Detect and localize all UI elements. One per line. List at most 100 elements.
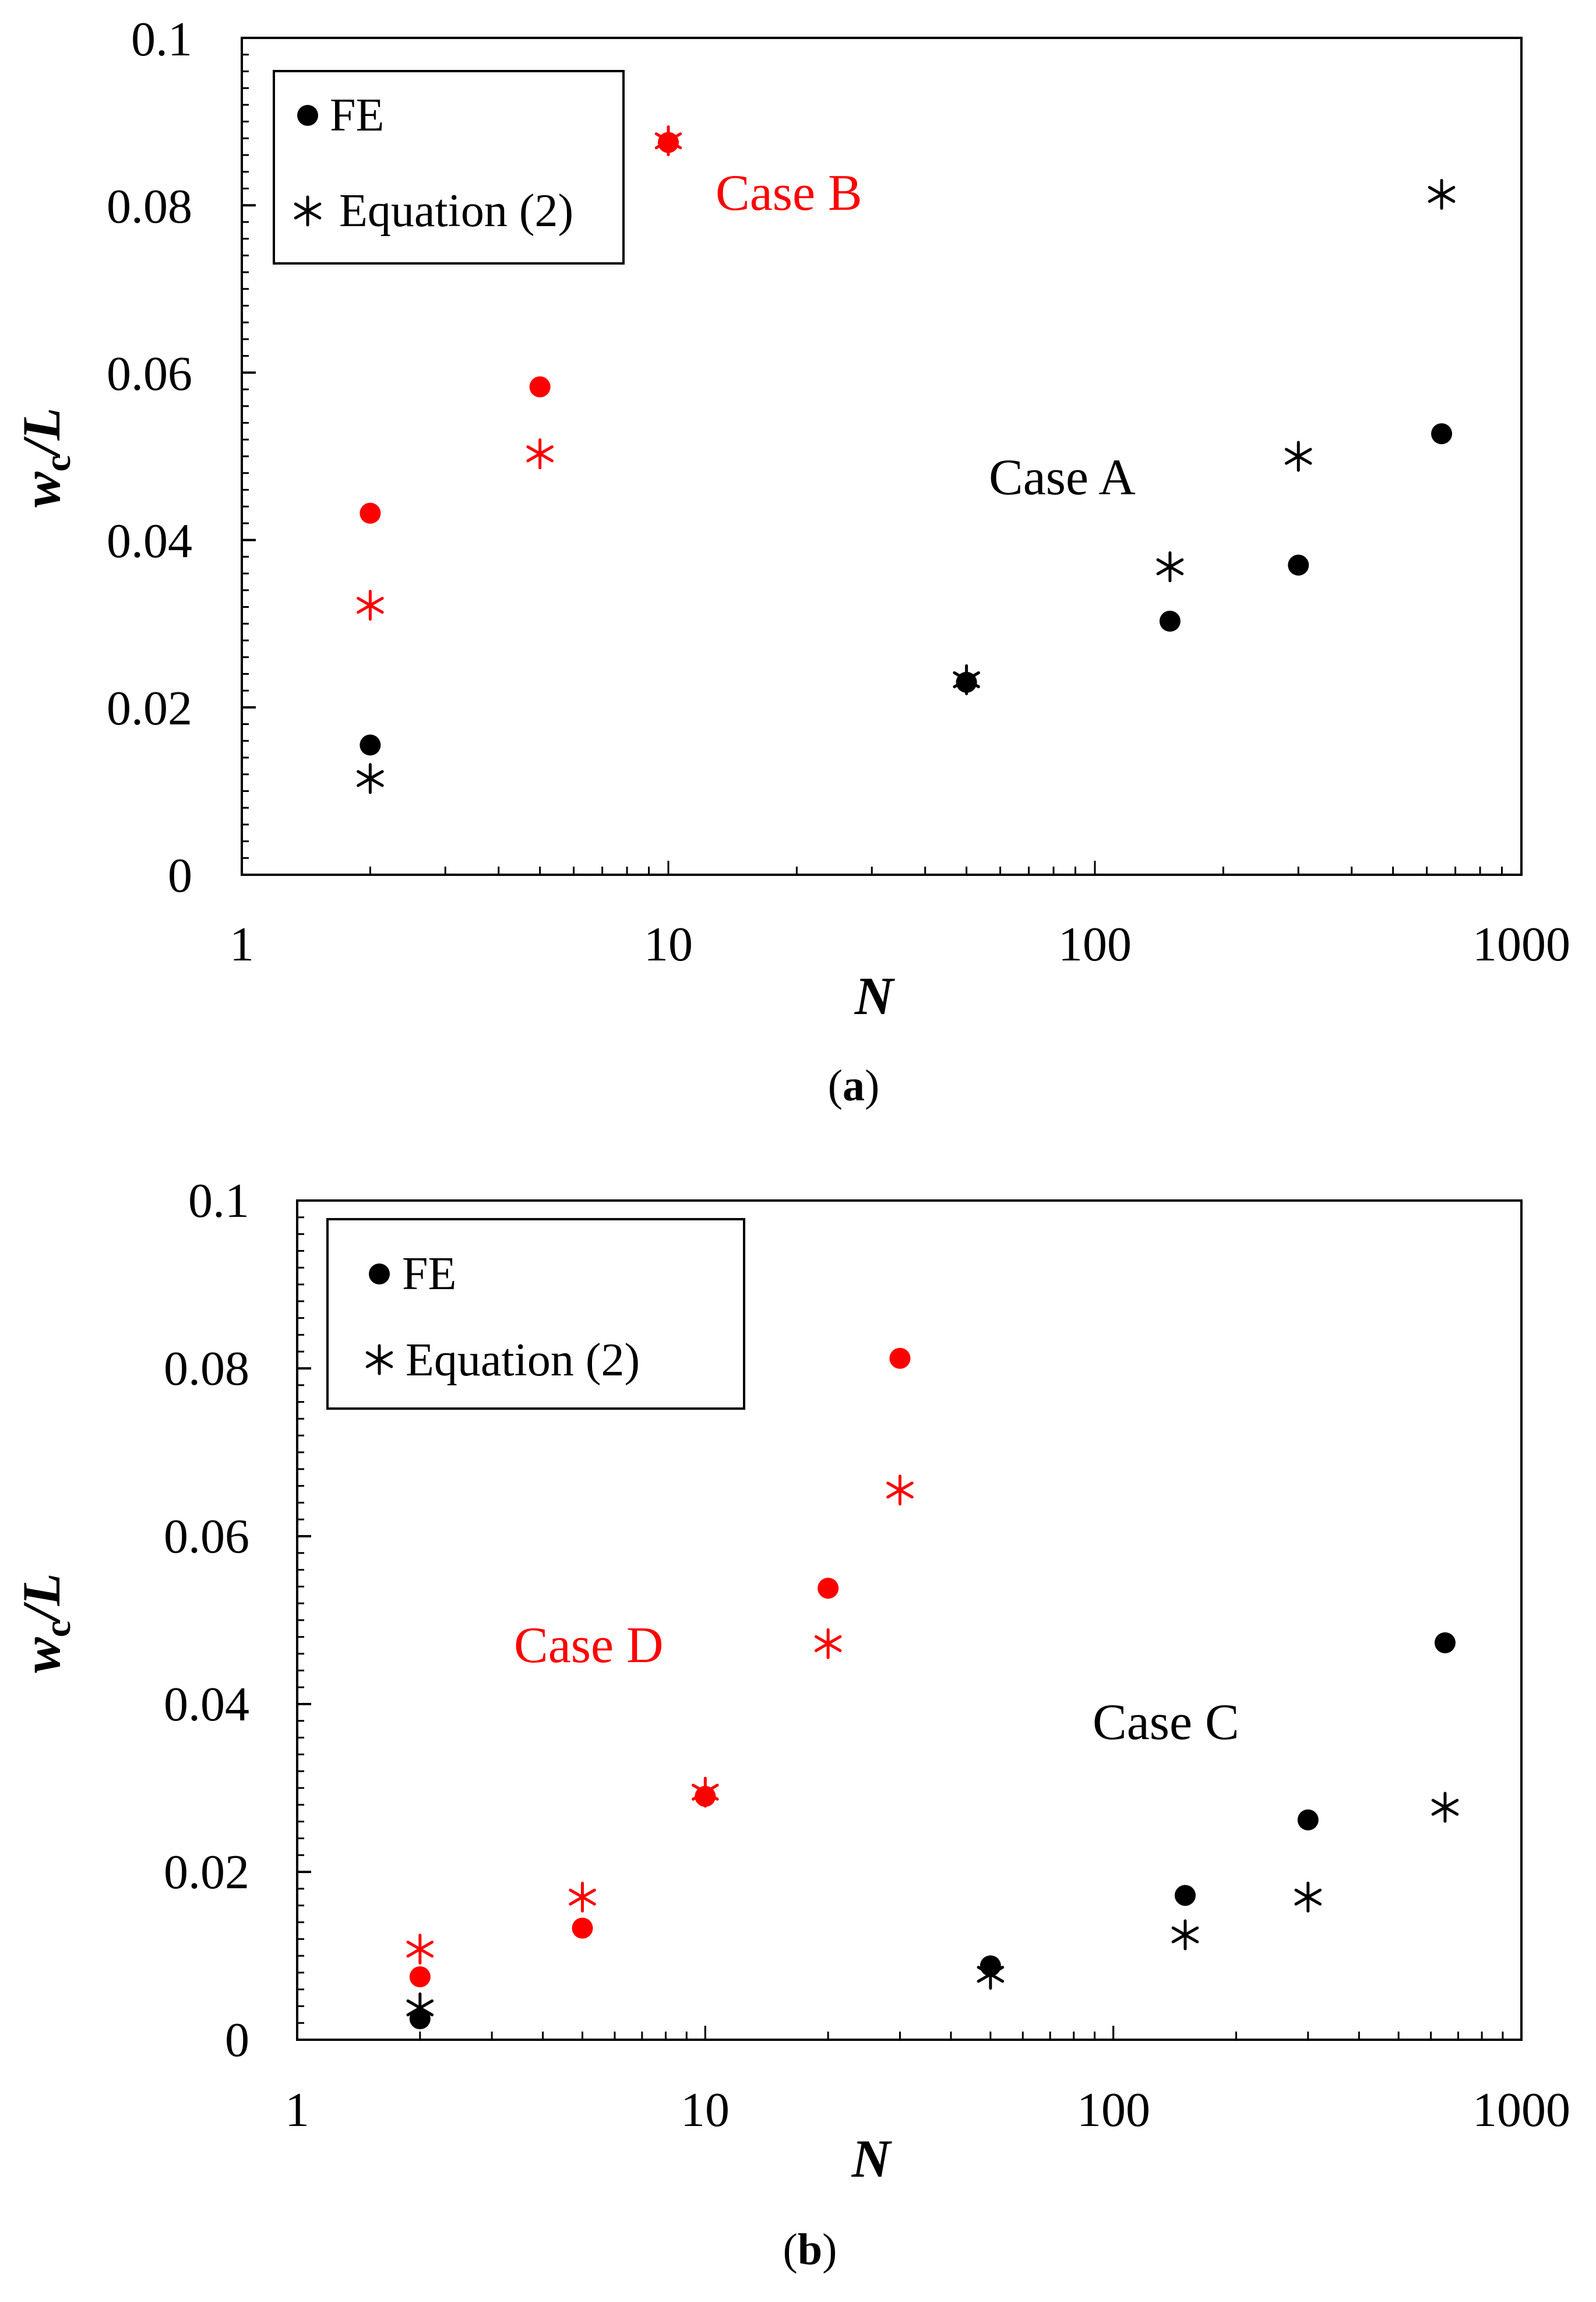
data-point-equation — [953, 664, 980, 695]
legend-label-fe-a: FE — [330, 90, 384, 141]
data-point-equation — [526, 438, 554, 470]
legend-label-equation-b: Equation (2) — [406, 1335, 640, 1386]
asterisk-strokes — [814, 1628, 842, 1659]
y-major-ticks-a — [242, 37, 256, 876]
y-tick-label-0.04: 0.04 — [107, 514, 192, 568]
data-point-fe — [1159, 610, 1181, 632]
x-tick-label-10: 10 — [644, 917, 693, 972]
data-point-equation — [886, 1474, 914, 1506]
data-points-a — [357, 125, 1456, 794]
chart-panel-a: 0 0.02 0.04 0.06 0.08 0.1 1 10 100 1000 … — [12, 12, 1570, 1110]
asterisk-strokes — [569, 1881, 596, 1913]
y-tick-label-0.1: 0.1 — [131, 12, 192, 66]
legend-label-equation-a: Equation (2) — [339, 185, 573, 237]
data-point-fe — [529, 376, 551, 397]
annotation-case-c: Case C — [1093, 1694, 1239, 1751]
legend-marker-fe-a — [297, 105, 318, 126]
asterisk-strokes — [953, 664, 980, 695]
y-major-ticks-b — [297, 1199, 311, 2041]
data-point-fe — [1297, 1809, 1319, 1831]
data-point-fe — [1174, 1885, 1196, 1906]
data-point-fe — [1288, 554, 1309, 576]
data-point-equation — [692, 1776, 719, 1808]
data-point-equation — [654, 125, 682, 157]
data-point-equation — [1284, 441, 1312, 472]
asterisk-strokes — [406, 1933, 434, 1965]
legend-b: FE Equation (2) — [326, 1218, 745, 1410]
x-tick-label-1: 1 — [230, 917, 254, 972]
data-point-fe — [889, 1347, 911, 1369]
x-tick-label-1000: 1000 — [1472, 917, 1570, 972]
legend-marker-fe-b — [369, 1263, 390, 1284]
data-point-fe — [1434, 1632, 1456, 1653]
x-tick-label-10: 10 — [681, 2083, 730, 2137]
x-ticks-a — [241, 861, 1523, 875]
y-tick-label-0.04: 0.04 — [164, 1677, 249, 1731]
data-point-fe — [1431, 423, 1453, 445]
data-point-equation — [1156, 551, 1184, 583]
legend-marker-equation-b — [365, 1344, 393, 1375]
legend-marker-equation-a — [294, 195, 322, 227]
data-point-equation — [1171, 1919, 1199, 1951]
y-tick-label-0.06: 0.06 — [107, 347, 192, 401]
y-tick-label-0.06: 0.06 — [164, 1509, 249, 1564]
legend-box-a — [273, 70, 625, 265]
data-point-equation — [814, 1628, 842, 1659]
legend-a: FE Equation (2) — [273, 70, 625, 265]
caption-a: (a) — [828, 1061, 880, 1110]
asterisk-strokes — [977, 1959, 1005, 1990]
asterisk-strokes — [357, 763, 384, 794]
asterisk-strokes — [654, 125, 682, 157]
asterisk-strokes — [357, 590, 384, 621]
data-point-equation — [406, 1933, 434, 1965]
asterisk-strokes — [1431, 1791, 1459, 1823]
y-tick-label-0.02: 0.02 — [107, 681, 192, 735]
legend-box-b — [326, 1218, 745, 1410]
asterisk-strokes — [294, 195, 322, 227]
annotation-case-d: Case D — [514, 1617, 664, 1674]
y-axis-title-a: wc/L — [12, 407, 78, 508]
asterisk-strokes — [692, 1776, 719, 1808]
y-axis-title-b: wc/L — [12, 1573, 78, 1673]
data-point-equation — [357, 590, 384, 621]
caption-b: (b) — [783, 2225, 837, 2274]
asterisk-strokes — [886, 1474, 914, 1506]
x-axis-title-b: N — [851, 2129, 893, 2188]
asterisk-strokes — [1284, 441, 1312, 472]
asterisk-strokes — [1428, 179, 1456, 210]
data-points-b — [406, 1347, 1459, 2029]
x-tick-label-1000: 1000 — [1472, 2083, 1570, 2137]
asterisk-strokes — [406, 1992, 434, 2023]
data-point-equation — [1428, 179, 1456, 210]
asterisk-strokes — [526, 438, 554, 470]
y-tick-label-0: 0 — [225, 2013, 249, 2067]
data-point-fe — [572, 1917, 593, 1939]
x-ticks-b — [296, 2026, 1523, 2040]
y-minor-ticks-a — [242, 37, 249, 876]
y-tick-label-0.08: 0.08 — [164, 1342, 249, 1396]
y-tick-label-0.08: 0.08 — [107, 179, 192, 234]
chart-panel-b: 0 0.02 0.04 0.06 0.08 0.1 1 10 100 1000 … — [12, 1174, 1570, 2274]
asterisk-strokes — [1171, 1919, 1199, 1951]
x-axis-title-a: N — [854, 966, 896, 1026]
data-point-fe — [409, 1966, 431, 1987]
data-point-equation — [1294, 1881, 1322, 1913]
annotation-case-b: Case B — [716, 165, 862, 221]
legend-label-fe-b: FE — [402, 1248, 456, 1300]
y-tick-label-0: 0 — [168, 849, 192, 903]
x-tick-label-1: 1 — [285, 2083, 309, 2137]
asterisk-strokes — [1294, 1881, 1322, 1913]
y-tick-label-0.1: 0.1 — [188, 1174, 249, 1228]
data-point-equation — [1431, 1791, 1459, 1823]
annotation-case-a: Case A — [989, 449, 1136, 506]
y-tick-label-0.02: 0.02 — [164, 1845, 249, 1899]
asterisk-strokes — [365, 1344, 393, 1375]
data-point-equation — [977, 1959, 1005, 1990]
data-point-equation — [569, 1881, 596, 1913]
data-point-equation — [406, 1992, 434, 2023]
data-point-fe — [360, 502, 381, 524]
data-point-fe — [818, 1578, 839, 1599]
x-tick-label-100: 100 — [1077, 2083, 1150, 2137]
